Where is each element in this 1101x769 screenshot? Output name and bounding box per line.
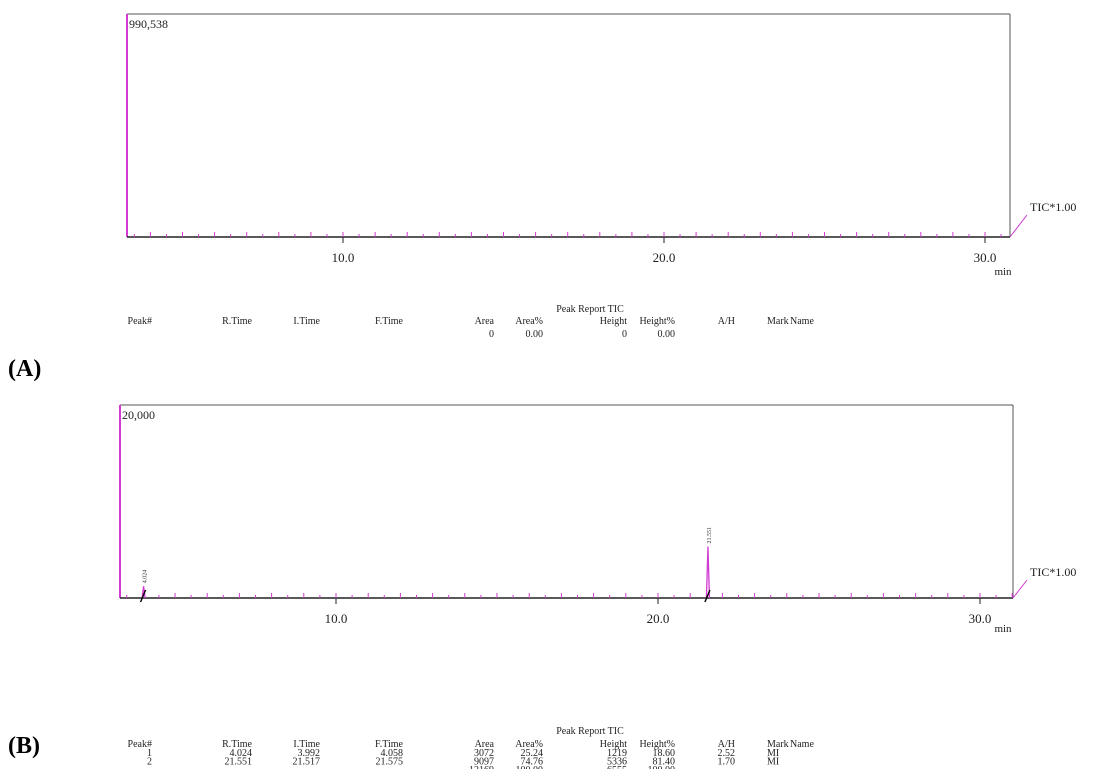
chart-a-report-header: Height% — [639, 316, 675, 327]
chart-b-report-header: Height — [600, 739, 627, 750]
chart-b-report-cell: 18.60 — [653, 748, 676, 759]
chart-b-report-cell: MI — [767, 757, 779, 768]
chart-a-trace-label: TIC*1.00 — [1030, 200, 1076, 214]
chart-a-report-header: R.Time — [222, 316, 252, 327]
chart-b-trace-label: TIC*1.00 — [1030, 565, 1076, 579]
chart-b-report-cell: 2.52 — [718, 748, 736, 759]
chart-a-report-header: Area% — [515, 316, 543, 327]
chart-b-report-cell: 25.24 — [521, 748, 544, 759]
chart-b-x-unit: min — [994, 623, 1012, 635]
chart-b-peak-marker — [704, 589, 711, 603]
chart-b-report-total: 12169 — [469, 765, 494, 769]
chart-a-report-header: Height — [600, 316, 627, 327]
chart-b-x-tick-label: 20.0 — [647, 611, 670, 626]
chart-b-report-total: 6555 — [607, 765, 627, 769]
chart-b-report-cell: 4.058 — [381, 748, 404, 759]
chart-b-report-header: Area — [475, 739, 495, 750]
chart-b-report-cell: 4.024 — [230, 748, 253, 759]
chart-b-report-cell: 1219 — [607, 748, 627, 759]
chart-b-report-cell: 81.40 — [653, 757, 676, 768]
chart-b-report-cell: 21.575 — [376, 757, 404, 768]
chart-b-report-cell: 1.70 — [718, 757, 736, 768]
chart-b-report-cell: 2 — [147, 757, 152, 768]
chart-a-report-total: 0 — [489, 329, 494, 340]
chart-b-report-header: R.Time — [222, 739, 252, 750]
chart-b-x-tick-label: 10.0 — [325, 611, 348, 626]
chart-b-x-tick-label: 30.0 — [969, 611, 992, 626]
chart-a-report-header: I.Time — [293, 316, 320, 327]
chart-b-report-cell: 74.76 — [521, 757, 544, 768]
chart-b-report-cell: MI — [767, 748, 779, 759]
chart-b-report-cell: 21.517 — [293, 757, 321, 768]
chart-b-report-cell: 3.992 — [298, 748, 321, 759]
panel-label-b: (B) — [8, 733, 40, 759]
chart-a-trace-label-connector — [1009, 214, 1028, 238]
chart-b-report-header: I.Time — [293, 739, 320, 750]
chart-a-x-tick-label: 20.0 — [653, 250, 676, 265]
chart-b-report-total: 100.00 — [648, 765, 676, 769]
chart-b-report-header: F.Time — [375, 739, 404, 750]
chart-b-report-cell: 5336 — [607, 757, 627, 768]
chart-a-report-title: Peak Report TIC — [556, 304, 624, 315]
chart-b-report-header: Mark — [767, 739, 789, 750]
chart-b-report-header: A/H — [718, 739, 735, 750]
chart-b-report-title: Peak Report TIC — [556, 726, 624, 737]
chart-a-report-header: A/H — [718, 316, 735, 327]
chart-b-report-header: Name — [790, 739, 814, 750]
chart-b-y-max-label: 20,000 — [122, 408, 155, 422]
chart-b-report-total: 100.00 — [516, 765, 544, 769]
chart-a-report-header: Name — [790, 316, 814, 327]
chart-a-x-unit: min — [994, 266, 1012, 278]
chart-a-report-header: F.Time — [375, 316, 404, 327]
chart-a-report-total: 0 — [622, 329, 627, 340]
chart-a-report-header: Mark — [767, 316, 789, 327]
chart-b-peak-marker — [139, 589, 147, 603]
chart-b-trace-label-connector — [1012, 579, 1028, 599]
chart-a-y-max-label: 990,538 — [129, 17, 168, 31]
chart-a-report-header: Peak# — [128, 316, 152, 327]
chart-b-report-cell: 9097 — [474, 757, 494, 768]
chart-a-x-tick-label: 10.0 — [332, 250, 355, 265]
chart-b-report-cell: 3072 — [474, 748, 494, 759]
chart-b-report-cell: 21.551 — [225, 757, 253, 768]
chart-b-report-cell: 1 — [147, 748, 152, 759]
chart-a-report-total: 0.00 — [526, 329, 544, 340]
chart-b-report-header: Height% — [639, 739, 675, 750]
chart-b-peak-label: 21.551 — [707, 527, 713, 544]
chart-b-peak-label: 4.024 — [143, 570, 149, 584]
chart-b-report-header: Area% — [515, 739, 543, 750]
chart-a-report-total: 0.00 — [658, 329, 676, 340]
chart-a-report-header: Area — [475, 316, 495, 327]
panel-label-a: (A) — [8, 356, 42, 382]
chart-a-x-tick-label: 30.0 — [974, 250, 997, 265]
chart-b-report-header: Peak# — [128, 739, 152, 750]
chart-b-peak — [705, 546, 711, 599]
